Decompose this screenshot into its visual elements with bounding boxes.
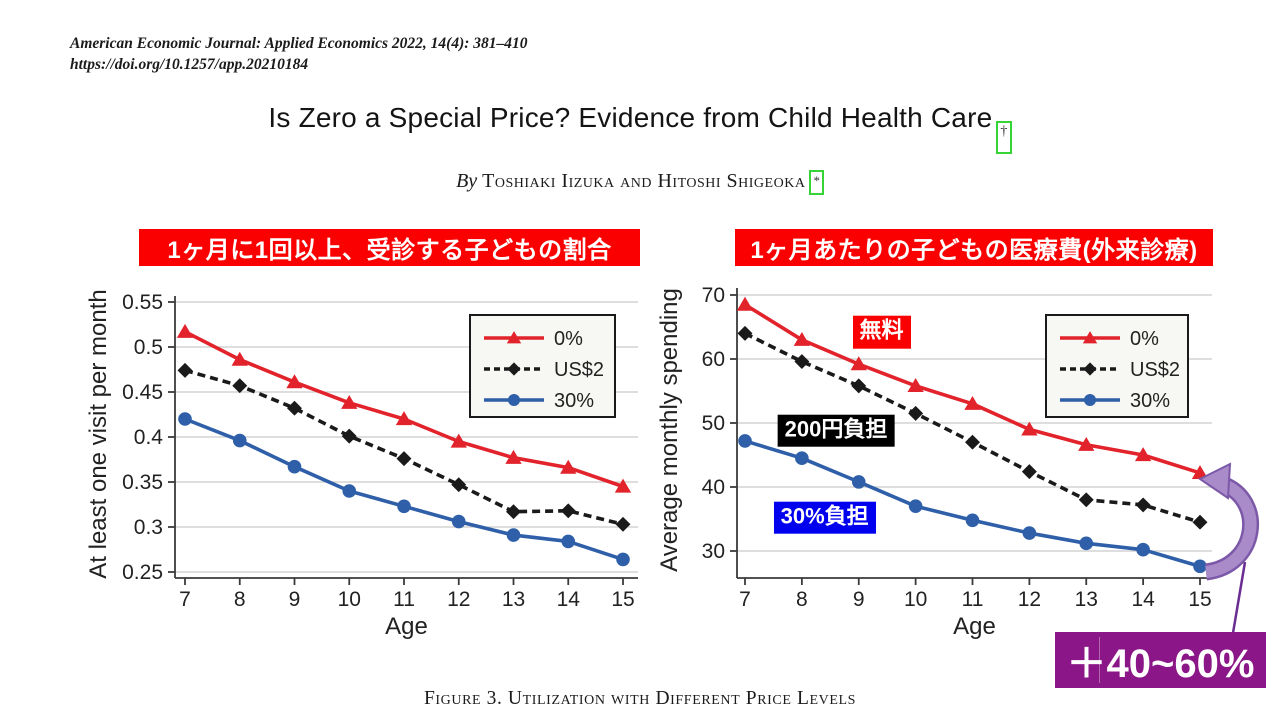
svg-text:At least one visit per month: At least one visit per month <box>85 289 112 578</box>
increase-arrow-head <box>1198 462 1232 500</box>
svg-text:60: 60 <box>702 348 725 371</box>
svg-text:15: 15 <box>611 588 634 611</box>
doi-line: https://doi.org/10.1257/app.20210184 <box>70 56 309 73</box>
svg-text:14: 14 <box>557 588 581 611</box>
figure-caption: Figure 3. Utilization with Different Pri… <box>423 688 857 709</box>
svg-text:7: 7 <box>179 588 191 611</box>
increase-highlight-box: ＋40~60% <box>1055 632 1266 688</box>
svg-text:Average monthly spending: Average monthly spending <box>656 288 683 572</box>
svg-text:12: 12 <box>1018 588 1041 611</box>
svg-text:50: 50 <box>702 412 725 435</box>
svg-text:0.55: 0.55 <box>122 291 163 314</box>
svg-text:9: 9 <box>289 588 301 611</box>
right-chart: 30 40 50 60 70 7 8 9 10 11 12 13 14 15 Age Average mont… <box>656 284 1212 640</box>
svg-text:8: 8 <box>796 588 808 611</box>
right-chart-banner: 1ヶ月あたりの子どもの医療費(外来診療) <box>735 229 1213 266</box>
svg-text:0.5: 0.5 <box>134 336 163 359</box>
increase-arrow-body <box>1204 478 1257 578</box>
svg-text:0.4: 0.4 <box>134 426 164 449</box>
paper-title: Is Zero a Special Price? Evidence from C… <box>268 102 993 133</box>
svg-text:13: 13 <box>502 588 525 611</box>
svg-text:US$2: US$2 <box>1130 359 1180 381</box>
svg-text:30%: 30% <box>1130 390 1170 412</box>
svg-text:70: 70 <box>702 284 725 307</box>
svg-text:15: 15 <box>1188 588 1211 611</box>
annotation-2: 30%負担 <box>773 501 876 535</box>
svg-text:11: 11 <box>393 588 415 611</box>
journal-citation: American Economic Journal: Applied Econo… <box>70 33 528 75</box>
annotation-1: 200円負担 <box>777 414 895 447</box>
svg-text:Age: Age <box>953 613 996 640</box>
svg-text:30%: 30% <box>554 390 594 412</box>
svg-text:0.25: 0.25 <box>122 561 163 584</box>
svg-text:14: 14 <box>1131 588 1155 611</box>
svg-text:0.45: 0.45 <box>122 381 163 404</box>
byline-authors: Toshiaki Iizuka and Hitoshi Shigeoka <box>482 170 806 192</box>
annotation-0: 無料 <box>852 315 911 349</box>
svg-text:0.35: 0.35 <box>122 471 163 494</box>
svg-text:0%: 0% <box>554 328 583 350</box>
byline-row: By Toshiaki Iizuka and Hitoshi Shigeoka * <box>0 170 1280 195</box>
svg-text:0.3: 0.3 <box>134 516 163 539</box>
arrow-connector-line <box>1231 561 1247 634</box>
svg-text:10: 10 <box>338 588 361 611</box>
svg-text:11: 11 <box>962 588 984 611</box>
byline-by: By <box>456 170 478 192</box>
svg-text:US$2: US$2 <box>554 359 604 381</box>
title-footnote-marker: † <box>996 121 1012 154</box>
svg-text:10: 10 <box>904 588 927 611</box>
journal-line: American Economic Journal: Applied Econo… <box>70 35 528 52</box>
svg-text:13: 13 <box>1075 588 1098 611</box>
svg-text:0%: 0% <box>1130 328 1159 350</box>
svg-text:12: 12 <box>447 588 470 611</box>
svg-text:8: 8 <box>234 588 246 611</box>
paper-title-row: Is Zero a Special Price? Evidence from C… <box>0 102 1280 154</box>
svg-text:40: 40 <box>702 476 725 499</box>
left-chart: 0.25 0.3 0.35 0.4 0.45 0.5 0.55 7 8 9 10 11 12 13 14 15… <box>85 289 638 640</box>
svg-text:30: 30 <box>702 540 725 563</box>
svg-text:9: 9 <box>853 588 865 611</box>
left-chart-banner: 1ヶ月に1回以上、受診する子どもの割合 <box>139 229 640 266</box>
byline-footnote-marker: * <box>809 170 824 195</box>
svg-text:Age: Age <box>385 613 428 640</box>
svg-text:7: 7 <box>739 588 751 611</box>
